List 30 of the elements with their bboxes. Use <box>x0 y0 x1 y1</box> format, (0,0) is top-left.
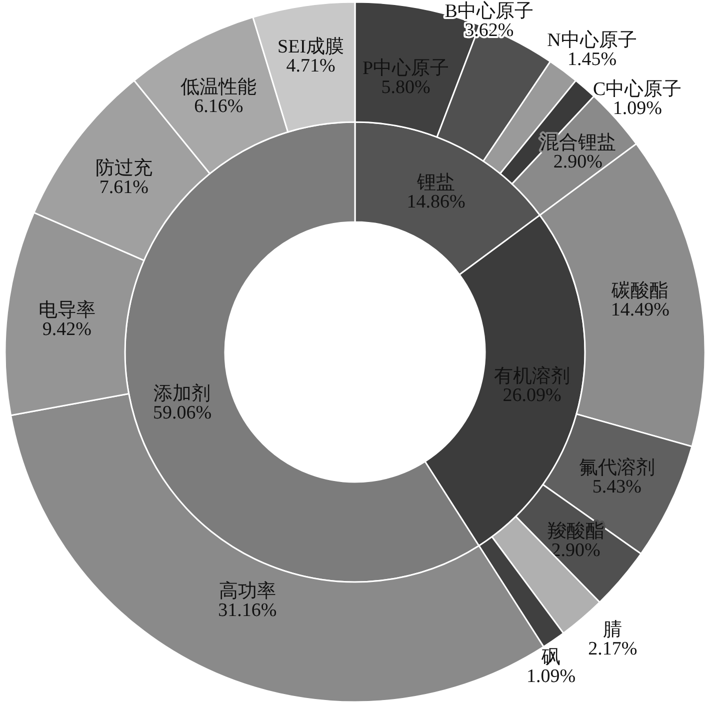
data-label: 14.49% <box>610 300 670 321</box>
slice-label: 低温性能 <box>180 77 257 98</box>
data-label: 5.43% <box>592 476 642 498</box>
slice-label: 氟代溶剂 <box>578 456 655 479</box>
slice-label: 添加剂 <box>154 382 211 405</box>
slice-label: 腈 <box>603 619 622 640</box>
slice-label: 砜 <box>540 646 561 668</box>
slice-label: 防过充 <box>95 156 152 179</box>
slice-label: 电导率 <box>38 299 96 322</box>
data-label: 1.45% <box>567 48 617 70</box>
data-label: 14.86% <box>406 191 466 212</box>
data-label: 4.71% <box>286 55 336 76</box>
slice-label: SEI成膜 <box>278 36 344 58</box>
slice-label: 碳酸酯 <box>610 280 669 302</box>
data-label: 7.61% <box>99 176 149 198</box>
slice-label: N中心原子 <box>547 28 637 51</box>
data-label: 1.09% <box>612 98 662 119</box>
data-label: 9.42% <box>42 319 92 340</box>
slice-label: C中心原子 <box>593 78 682 100</box>
data-label: 2.90% <box>551 540 600 562</box>
slice-label: 高功率 <box>218 580 276 602</box>
data-label: 1.09% <box>526 666 576 687</box>
data-label: 59.06% <box>152 402 212 424</box>
data-label: 31.16% <box>218 600 277 621</box>
slice-label: 锂盐 <box>416 172 456 194</box>
slice-label: 混合锂盐 <box>540 132 616 154</box>
data-label: 6.16% <box>194 96 244 118</box>
slice-label: 羧酸酯 <box>547 521 604 542</box>
data-label: 2.17% <box>588 638 638 660</box>
data-label: 2.90% <box>553 151 603 172</box>
